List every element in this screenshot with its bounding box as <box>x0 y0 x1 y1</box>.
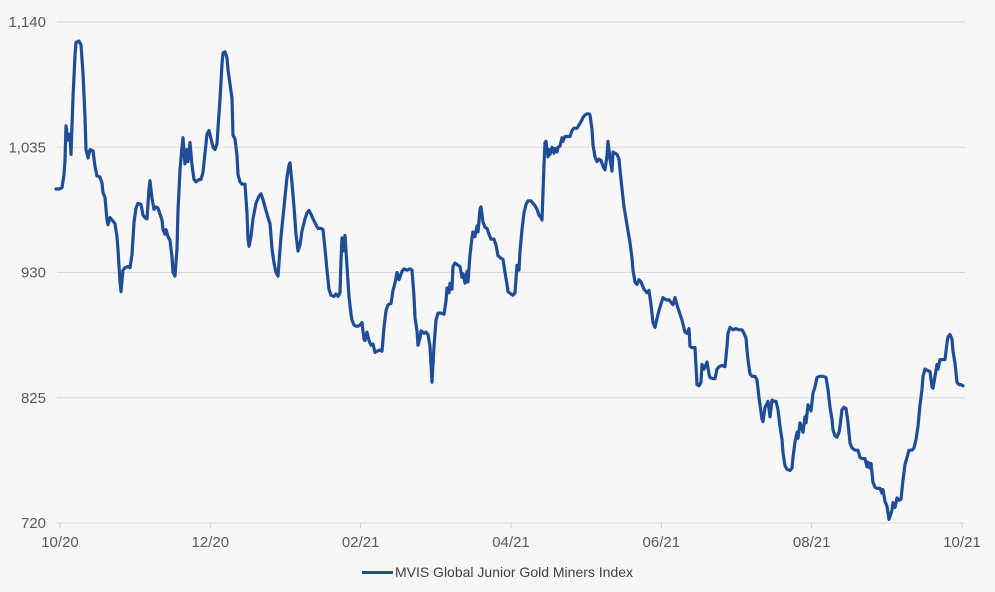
x-axis-tick-label: 04/21 <box>492 534 530 551</box>
x-axis-tick-label: 12/20 <box>192 534 230 551</box>
legend-line-swatch <box>361 570 393 574</box>
x-axis-tick-label: 10/21 <box>943 534 981 551</box>
x-axis-tick-label: 10/20 <box>41 534 79 551</box>
x-axis-tick-label: 08/21 <box>793 534 831 551</box>
legend-label: MVIS Global Junior Gold Miners Index <box>394 564 634 580</box>
y-axis-tick-label: 930 <box>21 265 46 282</box>
y-axis-tick-label: 1,140 <box>8 14 46 31</box>
y-axis-tick-label: 1,035 <box>8 139 46 156</box>
x-axis-tick-label: 02/21 <box>342 534 380 551</box>
y-axis-tick-label: 825 <box>21 390 46 407</box>
index-series-line <box>54 39 965 522</box>
x-axis-tick-label: 06/21 <box>643 534 681 551</box>
y-axis-tick-label: 720 <box>21 515 46 532</box>
legend: MVIS Global Junior Gold Miners Index <box>0 564 995 580</box>
